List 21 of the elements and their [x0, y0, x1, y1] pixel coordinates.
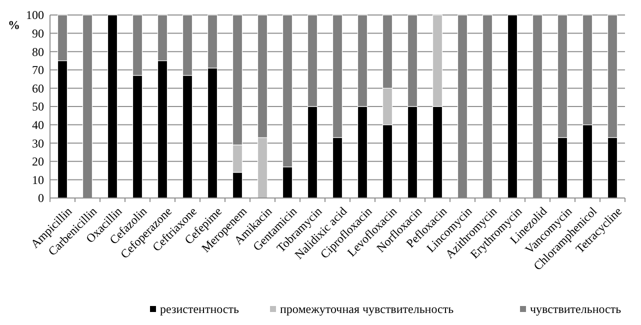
- y-tick-label: 10: [32, 172, 44, 187]
- bar: [107, 14, 118, 198]
- bar: [82, 14, 93, 198]
- bar: [482, 14, 493, 198]
- bar: [457, 14, 468, 198]
- y-tick-label: 40: [32, 118, 44, 132]
- y-tick-label: 30: [32, 136, 44, 150]
- y-tick-label: 90: [32, 26, 44, 40]
- y-tick-label: 70: [32, 63, 44, 78]
- legend-label: чувствительность: [530, 302, 622, 316]
- y-tick-label: 0: [38, 191, 44, 206]
- y-tick-label: 60: [32, 81, 44, 96]
- bar: [507, 14, 518, 198]
- y-tick-label: 100: [26, 8, 44, 22]
- y-tick-label: 20: [32, 154, 44, 169]
- legend-label: резистентность: [160, 302, 240, 316]
- legend-label: промежуточная чувствительность: [280, 302, 454, 316]
- y-axis-title: %: [8, 18, 20, 32]
- y-tick-label: 80: [32, 44, 44, 59]
- y-tick-label: 50: [32, 100, 44, 114]
- bar: [532, 14, 543, 198]
